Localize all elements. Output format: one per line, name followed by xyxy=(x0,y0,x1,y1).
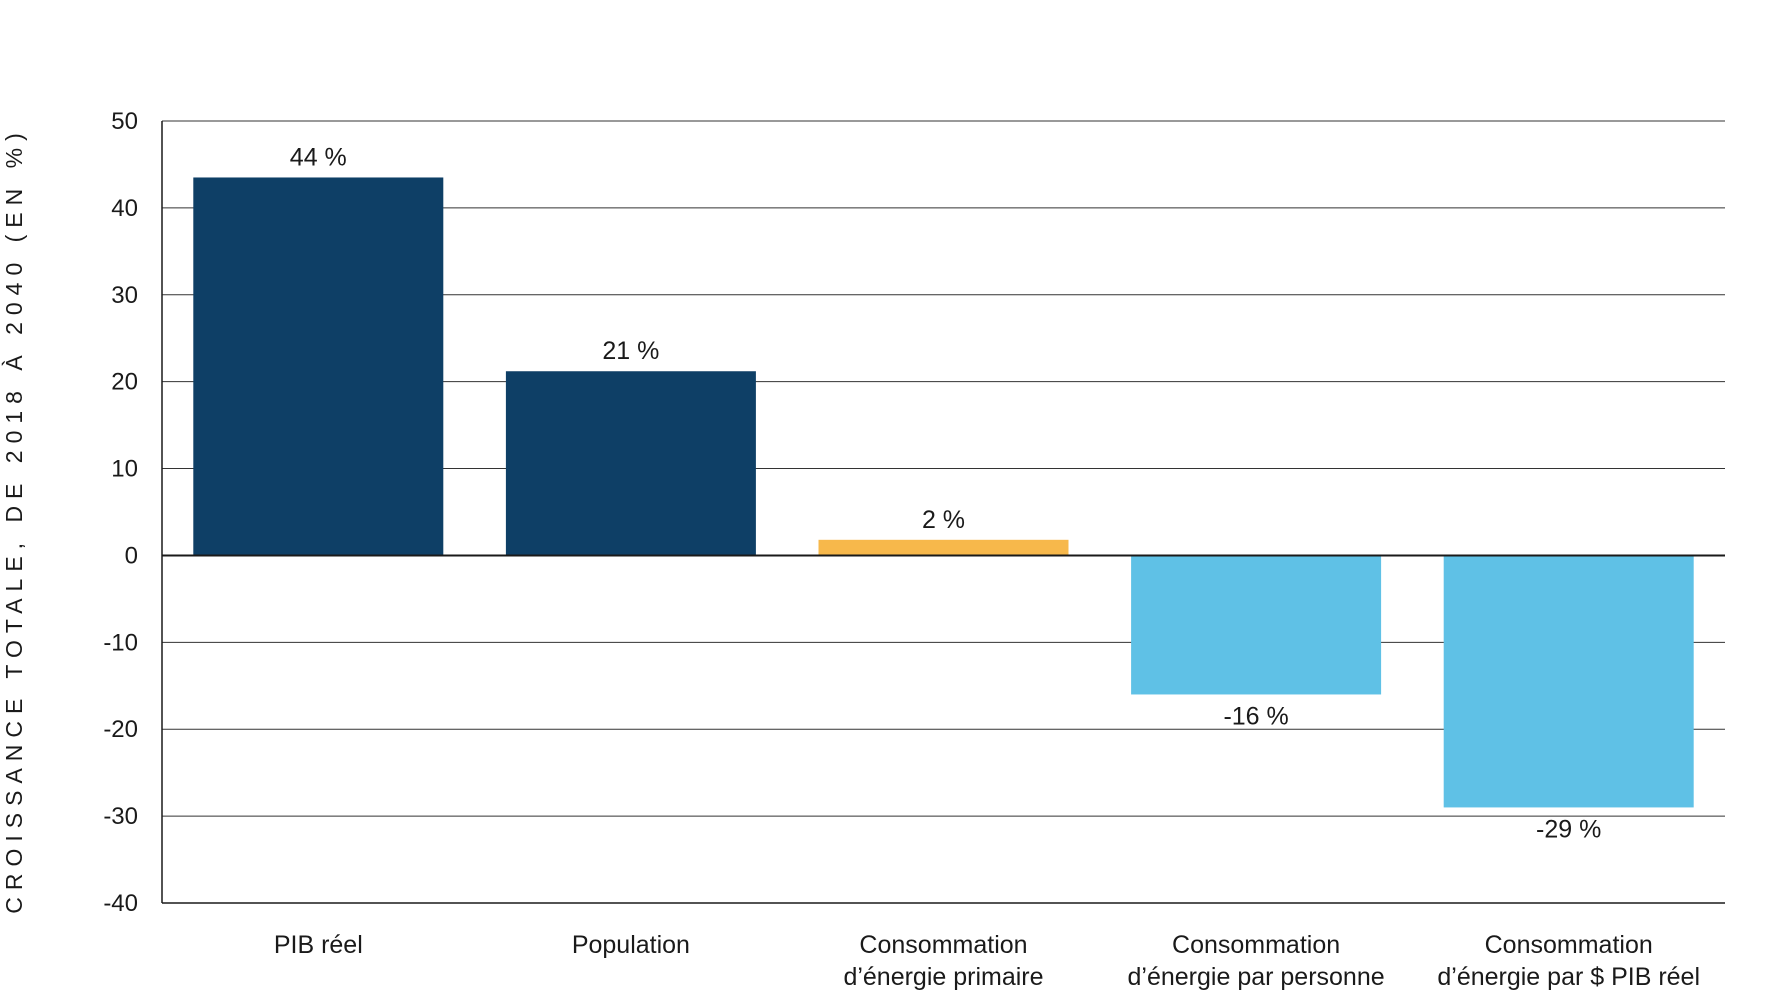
y-tick-label: -40 xyxy=(103,890,138,917)
axes xyxy=(161,121,1725,904)
y-axis-title: CROISSANCE TOTALE, DE 2018 À 2040 (EN %) xyxy=(1,126,27,913)
bar xyxy=(818,539,1069,556)
category-labels: PIB réel Population Consommation d’énergie … xyxy=(274,931,1700,991)
y-tick-label: 0 xyxy=(125,542,138,569)
x-tick-label: Population xyxy=(572,931,690,959)
x-tick-label: Consommation xyxy=(859,931,1027,959)
bar xyxy=(193,177,444,556)
x-tick-label: Consommation xyxy=(1485,931,1653,959)
data-label: 2 % xyxy=(922,506,965,534)
y-tick-label: 50 xyxy=(111,108,138,135)
data-label: -29 % xyxy=(1536,815,1601,843)
y-tick-label: -10 xyxy=(103,629,138,656)
bar xyxy=(1131,555,1382,695)
y-tick-label: 40 xyxy=(111,195,138,222)
x-tick-label: d’énergie par personne xyxy=(1128,963,1385,991)
y-tick-label: -20 xyxy=(103,716,138,743)
bars xyxy=(193,177,1694,808)
data-labels: 44 % 21 % 2 % -16 % -29 % xyxy=(290,143,1602,843)
x-tick-label: d’énergie par $ PIB réel xyxy=(1437,963,1700,991)
bar xyxy=(505,371,756,556)
x-tick-label: d’énergie primaire xyxy=(843,963,1043,991)
x-tick-label: PIB réel xyxy=(274,931,363,959)
x-tick-label: Consommation xyxy=(1172,931,1340,959)
y-tick-labels: 50 40 30 20 10 0 -10 -20 -30 -40 xyxy=(103,108,138,917)
data-label: -16 % xyxy=(1223,702,1288,730)
y-tick-label: 10 xyxy=(111,456,138,483)
y-tick-label: 20 xyxy=(111,369,138,396)
y-tick-label: -30 xyxy=(103,803,138,830)
data-label: 44 % xyxy=(290,143,347,171)
y-tick-label: 30 xyxy=(111,282,138,309)
bar xyxy=(1443,555,1694,808)
data-label: 21 % xyxy=(602,337,659,365)
